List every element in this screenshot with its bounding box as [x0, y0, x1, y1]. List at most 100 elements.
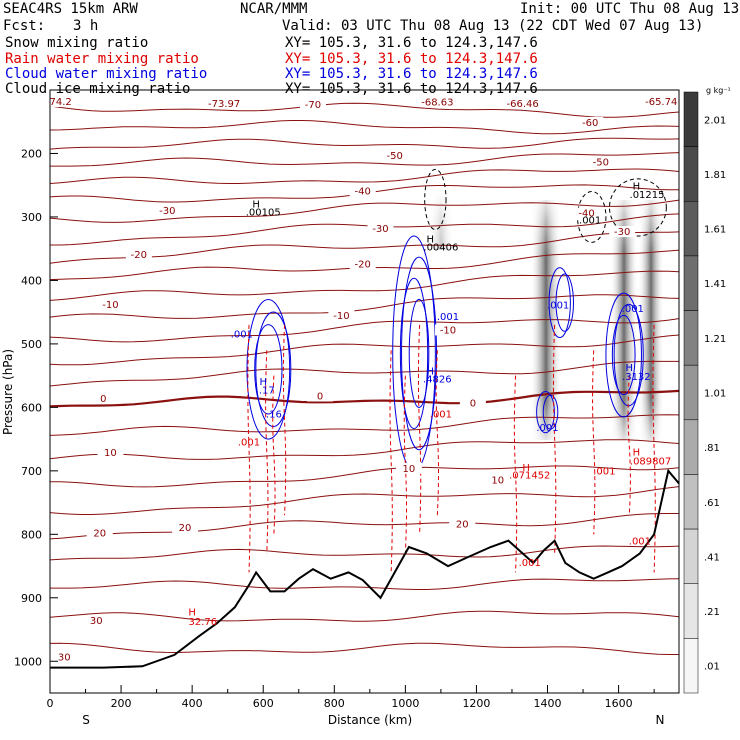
isotherm-label: 74.2	[50, 97, 72, 108]
isotherm-label: -40	[355, 186, 371, 197]
model-title: SEAC4RS 15km ARW	[3, 1, 138, 17]
forecast-hours: 3 h	[73, 18, 99, 34]
isotherm-line	[50, 168, 679, 184]
cloud-water-contour	[536, 391, 555, 434]
cloud-water-contour	[613, 303, 644, 407]
colorbar-bin	[683, 583, 699, 639]
contour-annotation: .001	[437, 312, 459, 323]
rain-contour	[272, 375, 276, 535]
isotherm-label: -68.63	[421, 98, 453, 109]
south-label: S	[82, 713, 90, 727]
contour-annotation: .001	[430, 410, 452, 421]
isotherm-label-bg	[90, 393, 117, 405]
cloud-water-contour	[246, 298, 291, 440]
contour-annotation: .001	[238, 437, 260, 448]
isotherm-label: -60	[582, 118, 598, 129]
contour-annotation: H	[252, 199, 260, 210]
cloud-water-contour	[399, 277, 429, 430]
cloud-water-contour	[611, 314, 636, 396]
isotherm-label-bg	[609, 226, 636, 238]
cloud-water-contour	[408, 298, 430, 408]
isotherm-line	[50, 578, 679, 590]
isotherm-label: -66.46	[507, 99, 539, 110]
colorbar-label: 1.01	[704, 389, 726, 400]
colorbar-label: 1.21	[704, 334, 726, 345]
colorbar-bin	[683, 364, 699, 421]
isotherm-label-bg	[484, 474, 511, 486]
isotherm-label: -10	[102, 300, 118, 311]
isotherm-label-bg	[97, 446, 124, 458]
isotherm-line	[50, 318, 679, 343]
isotherm-line	[50, 137, 679, 150]
isotherm-line	[50, 439, 679, 460]
isotherm-label-bg	[648, 95, 675, 107]
y-tick-label: 400	[21, 274, 42, 287]
valid-time: Valid: 03 UTC Thu 08 Aug 13 (22 CDT Wed …	[282, 18, 704, 34]
isotherm-label-bg	[424, 96, 451, 108]
x-tick-label: 400	[182, 697, 203, 710]
isotherm-label-bg	[47, 95, 74, 107]
isotherm-line	[50, 486, 679, 515]
isotherm-label-bg	[577, 116, 604, 128]
rain-contour	[403, 375, 408, 554]
isotherm-label: -65.74	[645, 97, 677, 108]
isotherm-line	[50, 199, 679, 223]
isotherm-line	[50, 389, 679, 408]
contour-annotation: H	[426, 234, 434, 245]
field-xy-rain: XY= 105.3, 31.6 to 124.3,147.6	[285, 51, 538, 67]
contour-annotation: .001	[519, 558, 541, 569]
x-tick-label: 0	[47, 697, 54, 710]
isotherm-label: 20	[93, 529, 106, 540]
isotherm-label: -50	[387, 151, 403, 162]
y-axis-label: Pressure (hPa)	[1, 349, 15, 435]
contour-annotation: .4826	[423, 375, 452, 386]
field-xy-cloud-water: XY= 105.3, 31.6 to 124.3,147.6	[285, 66, 538, 82]
colorbar-label: .21	[704, 607, 720, 618]
isotherm-label: -70	[305, 100, 321, 111]
rain-contour	[265, 350, 269, 554]
cloud-water-contour	[255, 311, 292, 428]
isotherm-line	[50, 610, 679, 622]
field-name-cloud-water: Cloud water mixing ratio	[5, 66, 208, 82]
isotherm-label-bg	[367, 222, 394, 234]
cloud-water-contour	[254, 324, 283, 415]
colorbar-bin	[683, 474, 699, 530]
colorbar-label: .41	[704, 552, 720, 563]
isotherm-line	[50, 360, 679, 387]
isotherm-label-bg	[349, 258, 376, 270]
field-name-rain: Rain water mixing ratio	[5, 51, 199, 67]
cloud-water-contour	[555, 273, 574, 332]
contour-annotation: .001	[622, 304, 644, 315]
colorbar-label: 1.41	[704, 279, 726, 290]
isotherm-label-bg	[573, 207, 600, 219]
contour-annotation: .001	[547, 300, 569, 311]
isotherm-line	[50, 231, 679, 264]
isotherm-label: 10	[403, 464, 416, 475]
contour-annotation: .001	[231, 330, 253, 341]
contour-annotation: .16	[266, 410, 282, 421]
colorbar-bin	[683, 310, 699, 366]
contour-annotation: .001	[536, 423, 558, 434]
snow-contour	[608, 178, 667, 237]
isotherm-label: 30	[90, 616, 103, 627]
isotherm-label: -20	[355, 259, 371, 270]
isotherm-label-bg	[307, 390, 334, 402]
isotherm-label: 10	[104, 448, 117, 459]
isotherm-line	[50, 334, 679, 366]
isotherm-label-bg	[587, 156, 614, 168]
y-tick-label: 1000	[14, 655, 42, 668]
contour-annotation: 32.76	[188, 617, 217, 628]
isotherm-label-bg	[435, 324, 462, 336]
terrain	[50, 468, 680, 669]
cloud-water-contour	[542, 394, 559, 430]
x-tick-label: 600	[253, 697, 274, 710]
cloud-water-contour	[401, 256, 438, 451]
organization-label: NCAR/MMM	[240, 1, 308, 17]
isotherm-label: 30	[58, 652, 71, 663]
isotherm-label-bg	[349, 185, 376, 197]
colorbar-label: 2.01	[704, 115, 726, 126]
contour-annotation: H	[633, 182, 641, 193]
isotherm-label: -10	[440, 325, 456, 336]
cloud-contours	[246, 168, 667, 573]
